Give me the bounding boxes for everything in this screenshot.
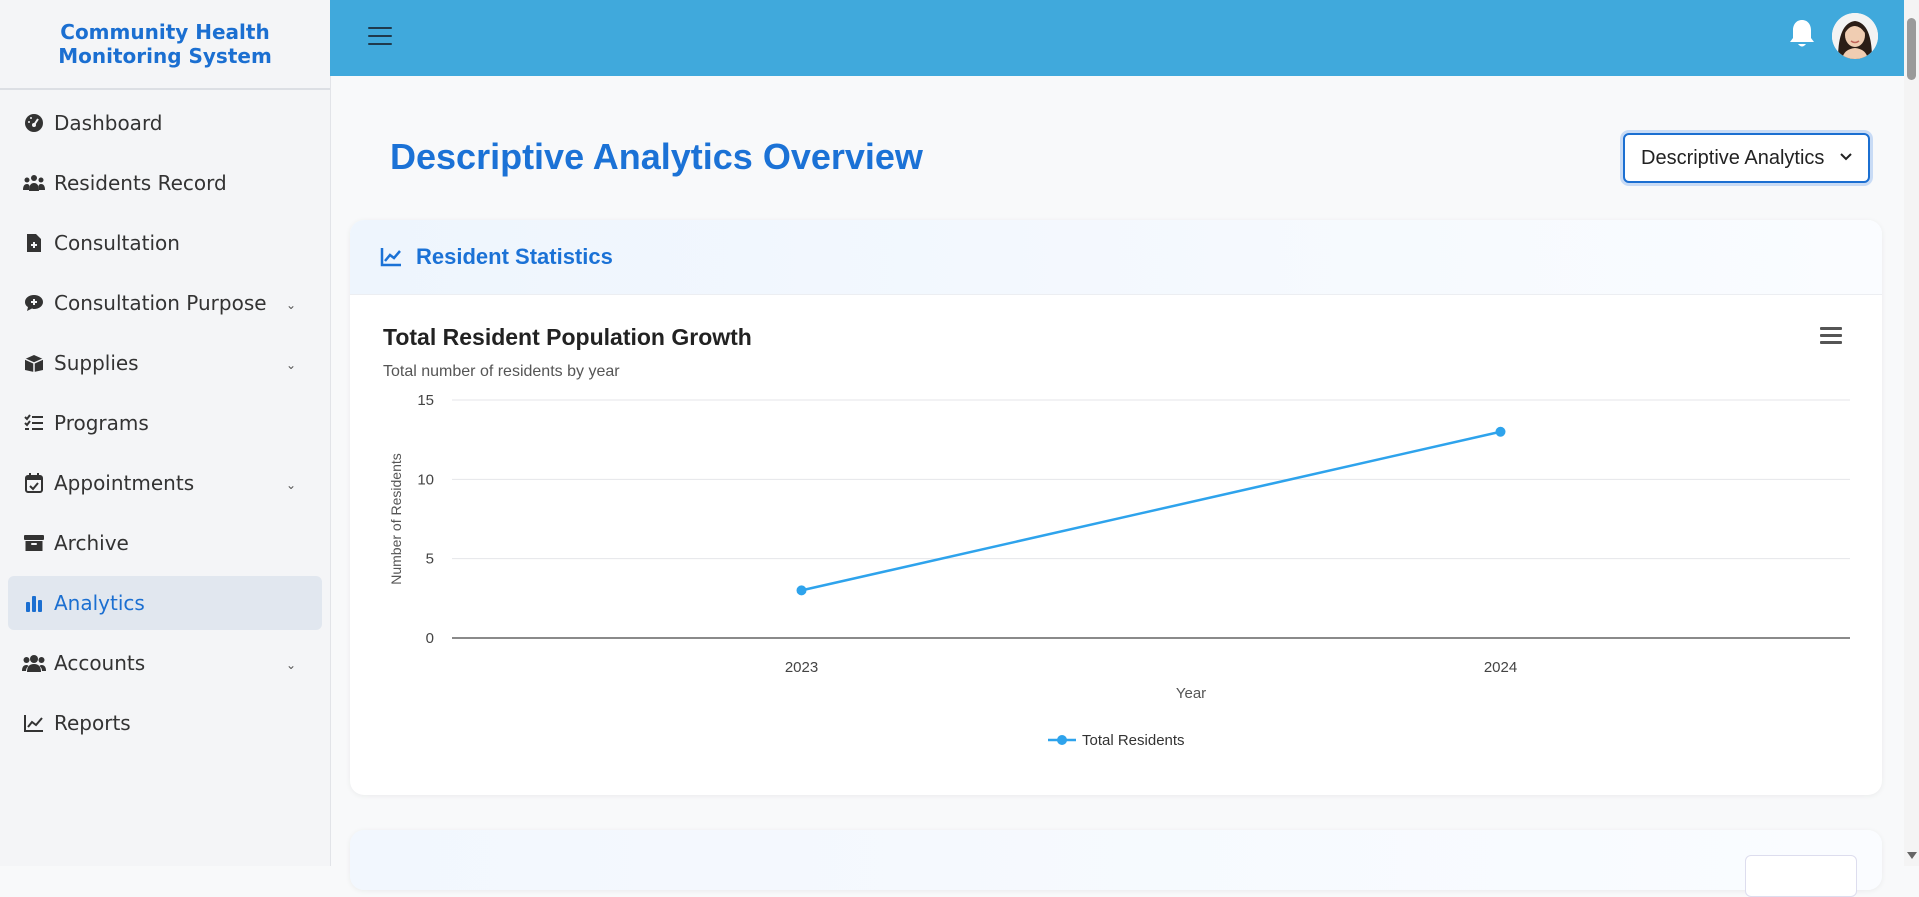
- users-icon: [22, 651, 46, 675]
- x-tick-label: 2024: [1484, 659, 1517, 676]
- sidebar-item-reports[interactable]: Reports: [8, 696, 322, 750]
- chevron-down-icon: [1840, 153, 1852, 161]
- app-title[interactable]: Community Health Monitoring System: [58, 20, 272, 68]
- page-title: Descriptive Analytics Overview: [390, 136, 923, 177]
- y-tick-label: 5: [426, 551, 434, 568]
- scroll-thumb[interactable]: [1907, 18, 1916, 80]
- sidebar-item-consultation[interactable]: Consultation: [8, 216, 322, 270]
- comment-medical-icon: [22, 291, 46, 315]
- sidebar-item-label: Consultation: [54, 231, 180, 255]
- sidebar-item-supplies[interactable]: Supplies ⌄: [8, 336, 322, 390]
- sidebar-item-accounts[interactable]: Accounts ⌄: [8, 636, 322, 690]
- analytics-view-select[interactable]: Descriptive Analytics: [1623, 133, 1870, 183]
- page-scrollbar[interactable]: [1904, 0, 1919, 866]
- scroll-down-arrow-icon[interactable]: [1907, 852, 1917, 859]
- app-title-line2: Monitoring System: [58, 44, 272, 68]
- y-tick-label: 15: [417, 392, 434, 409]
- chart-subtitle: Total number of residents by year: [383, 363, 620, 380]
- archive-box-icon: [22, 531, 46, 555]
- sidebar-item-appointments[interactable]: Appointments ⌄: [8, 456, 322, 510]
- chart-menu-icon[interactable]: [1820, 327, 1842, 345]
- sidebar-item-label: Residents Record: [54, 171, 227, 195]
- y-tick-label: 10: [417, 471, 434, 488]
- bar-chart-icon: [22, 591, 46, 615]
- series-line: [801, 430, 1501, 592]
- sidebar-item-analytics[interactable]: Analytics: [8, 576, 322, 630]
- chevron-down-icon[interactable]: ⌄: [285, 478, 296, 492]
- chevron-down-icon[interactable]: ⌄: [285, 358, 296, 372]
- section-title: Resident Statistics: [416, 244, 613, 269]
- data-point: [796, 585, 807, 596]
- card-action-button[interactable]: [1745, 855, 1857, 897]
- legend-marker: [1057, 735, 1067, 745]
- sidebar-item-label: Appointments: [54, 471, 195, 495]
- calendar-check-icon: [22, 471, 46, 495]
- medical-file-icon: [22, 231, 46, 255]
- sidebar-item-label: Supplies: [54, 351, 139, 375]
- bell-icon[interactable]: [1787, 18, 1817, 55]
- sidebar-item-label: Accounts: [54, 651, 146, 675]
- sidebar-item-label: Programs: [54, 411, 149, 435]
- sidebar-item-label: Consultation Purpose: [54, 291, 267, 315]
- sidebar-item-label: Reports: [54, 711, 131, 735]
- data-point: [1495, 426, 1506, 437]
- sidebar-nav: Dashboard Residents Record Consultation Con…: [0, 96, 330, 750]
- sidebar-item-label: Archive: [54, 531, 129, 555]
- boxes-icon: [22, 351, 46, 375]
- people-group-icon: [22, 171, 46, 195]
- legend-label: Total Residents: [1082, 732, 1185, 749]
- x-tick-label: 2023: [785, 659, 818, 676]
- next-card: [350, 830, 1882, 897]
- sidebar-item-dashboard[interactable]: Dashboard: [8, 96, 322, 150]
- line-chart: 0 5 10 15 2023 2024 Number of Residents Year Tot…: [388, 392, 1850, 749]
- card-header: Resident Statistics: [350, 220, 1882, 295]
- sidebar: Community Health Monitoring System Dashb…: [0, 0, 331, 866]
- sidebar-item-label: Analytics: [54, 591, 145, 615]
- app-title-line1: Community Health: [60, 20, 270, 44]
- brand: Community Health Monitoring System: [0, 0, 330, 90]
- resident-statistics-card: Resident Statistics Total Resident Popul…: [350, 220, 1882, 795]
- chart-title: Total Resident Population Growth: [383, 324, 752, 350]
- line-chart-icon: [380, 248, 401, 267]
- checklist-icon: [22, 411, 46, 435]
- user-avatar[interactable]: [1832, 13, 1878, 59]
- chevron-down-icon[interactable]: ⌄: [285, 658, 296, 672]
- line-chart-icon: [22, 711, 46, 735]
- hamburger-icon[interactable]: [368, 27, 392, 47]
- sidebar-item-label: Dashboard: [54, 111, 163, 135]
- dashboard-gauge-icon: [22, 111, 46, 135]
- y-axis-label: Number of Residents: [388, 453, 404, 585]
- chevron-down-icon[interactable]: ⌄: [285, 298, 296, 312]
- sidebar-item-archive[interactable]: Archive: [8, 516, 322, 570]
- sidebar-item-consultation-purpose[interactable]: Consultation Purpose ⌄: [8, 276, 322, 330]
- y-tick-label: 0: [426, 630, 434, 647]
- sidebar-item-programs[interactable]: Programs: [8, 396, 322, 450]
- top-bar: [330, 0, 1919, 76]
- sidebar-item-residents-record[interactable]: Residents Record: [8, 156, 322, 210]
- select-value: Descriptive Analytics: [1641, 146, 1825, 169]
- x-axis-label: Year: [1176, 685, 1206, 702]
